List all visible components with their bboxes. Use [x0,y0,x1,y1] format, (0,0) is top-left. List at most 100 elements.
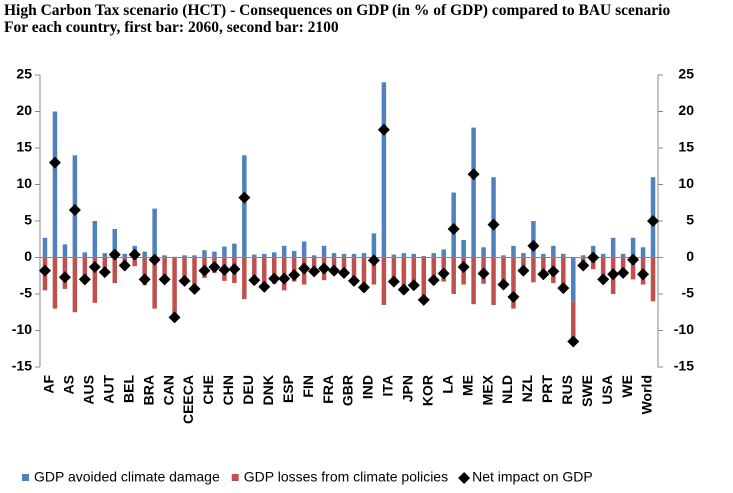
y2-tick-label: 20 [678,102,694,118]
y-tick-label: -15 [12,358,32,374]
x-tick-label: FRA [320,375,336,404]
bar [401,257,407,294]
y-tick-label: 20 [16,102,32,118]
legend-swatch [22,474,29,481]
x-tick-label: BRA [140,375,156,405]
x-tick-label: NLD [499,375,515,404]
marker [138,273,151,286]
x-tick-label: JPN [400,375,416,402]
marker [597,273,610,286]
bar [381,257,387,305]
bar [152,208,157,258]
bar [82,257,88,282]
y2-tick-label: -10 [674,321,694,337]
bar [242,257,247,300]
legend-label: GDP losses from climate policies [244,469,448,485]
bar [551,245,556,258]
x-tick-label: WE [619,375,635,398]
marker [437,267,450,280]
bar [162,255,167,258]
bar [192,257,197,292]
marker [308,265,321,278]
x-tick-label: SWE [579,375,595,407]
marker [68,204,81,217]
marker [627,253,640,266]
x-tick-label: AUT [100,375,116,404]
x-tick-label: ITA [380,375,396,397]
x-tick-label: FIN [300,375,316,398]
marker [318,262,331,275]
bar [52,257,58,309]
bar [471,127,476,258]
marker [347,274,360,287]
bar [62,244,68,258]
marker [338,266,351,279]
marker [547,265,560,278]
marker [407,279,420,292]
marker [647,215,660,227]
x-tick-label: AUS [81,375,97,405]
x-tick-label: RUS [559,375,575,405]
marker [507,290,520,303]
marker [128,248,141,261]
bar [411,257,417,289]
y2-tick-label: -5 [682,285,695,301]
bar [451,257,456,294]
bar [351,253,357,258]
bar [640,247,646,258]
marker [417,293,430,306]
x-tick-label: BEL [120,375,136,403]
bar [561,253,566,258]
marker [537,268,550,281]
bar [411,253,417,258]
marker [567,335,580,348]
x-tick-label: ESP [280,375,296,403]
marker [527,239,540,252]
bar [242,155,247,258]
bar [182,257,187,284]
marker [387,275,400,288]
bar [531,257,536,283]
marker [108,248,121,261]
marker [477,267,490,280]
y-tick-label: 10 [16,175,32,191]
bar [531,221,536,258]
marker [467,168,480,181]
bar [252,257,257,284]
bar [281,245,287,258]
bar [311,255,317,258]
legend-label: GDP avoided climate damage [34,469,220,485]
x-tick-label: CHN [220,375,236,405]
bar [222,246,227,258]
bar [571,257,576,302]
bar [371,257,377,285]
bar [142,251,147,258]
bar [331,253,337,258]
x-tick-label: CHE [200,375,216,405]
y-tick-label: -5 [20,285,33,301]
bar [212,251,217,258]
marker [188,282,201,295]
marker [497,278,510,291]
marker [38,264,51,277]
bar [42,237,48,258]
marker [278,272,291,285]
marker [637,268,650,281]
marker [517,264,530,277]
bar [491,177,496,258]
marker [328,264,341,277]
marker [148,253,161,266]
bar [441,249,446,258]
bar [511,245,516,258]
bar [481,247,486,258]
bar [620,253,626,258]
bar [142,257,147,286]
bar [501,257,506,287]
bar [461,239,466,258]
marker [178,274,191,287]
bar [92,257,98,303]
y2-tick-label: 10 [678,175,694,191]
bar [321,245,327,258]
bar [541,253,546,258]
marker [357,281,370,294]
